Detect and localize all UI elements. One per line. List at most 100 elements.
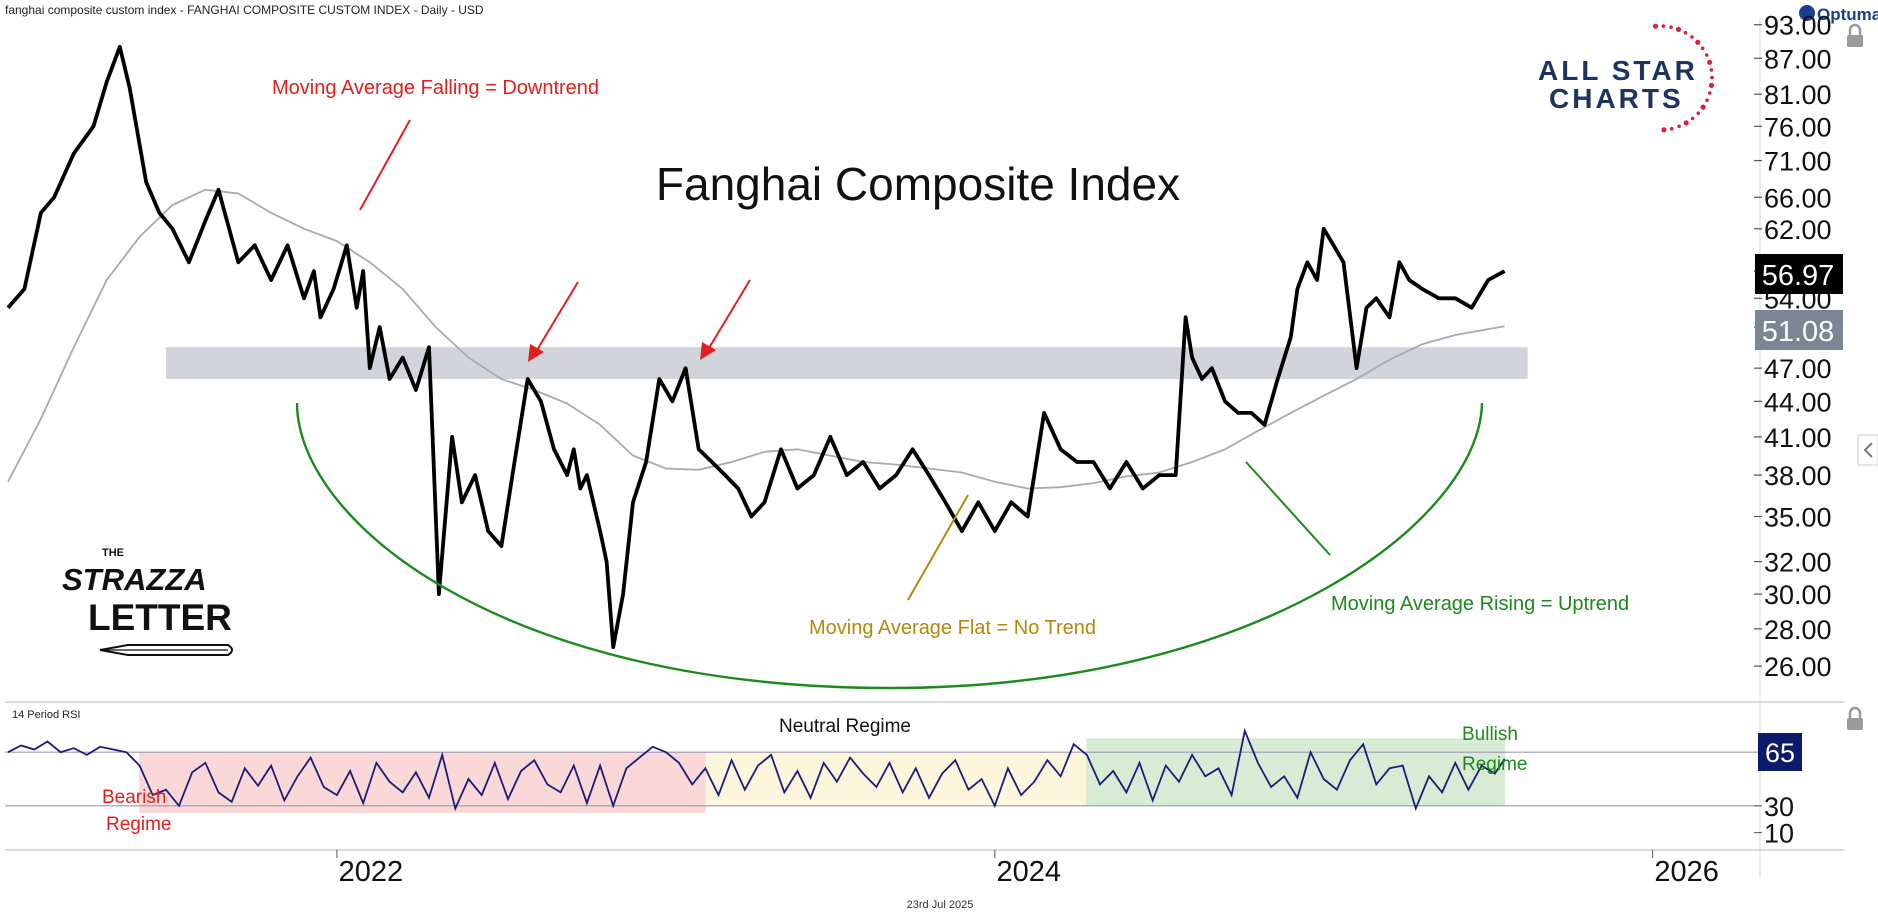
logo-star-dot bbox=[1700, 104, 1706, 110]
price-y-tick-label: 76.00 bbox=[1764, 112, 1832, 142]
strazza-logo-line2: STRAZZA bbox=[62, 562, 207, 597]
price-y-tick-label: 81.00 bbox=[1764, 80, 1832, 110]
rsi-y-tick-label: 30 bbox=[1764, 792, 1794, 822]
logo-star-dot bbox=[1675, 26, 1682, 32]
chevron-tab bbox=[1857, 434, 1878, 466]
last-price-value: 56.97 bbox=[1762, 260, 1835, 292]
price-lock-body bbox=[1847, 35, 1863, 47]
last-ma-badge-bg bbox=[1755, 310, 1843, 350]
logo-star-dot bbox=[1708, 91, 1712, 95]
chevron-left-icon bbox=[1863, 442, 1873, 458]
logo-star-dot bbox=[1695, 39, 1701, 45]
price-y-tick-label: 38.00 bbox=[1764, 461, 1832, 491]
logo-star-dot bbox=[1700, 46, 1705, 51]
main-price-panel: Fanghai Composite Index Moving Average F… bbox=[5, 11, 1845, 878]
bearish-regime-label-2: Regime bbox=[106, 814, 171, 835]
all-star-charts-logo-line2: CHARTS bbox=[1549, 83, 1684, 114]
last-price-badge: 56.97 bbox=[1755, 254, 1843, 294]
chart-footer-date: 23rd Jul 2025 bbox=[907, 899, 974, 911]
logo-star-dot bbox=[1709, 68, 1714, 72]
collapse-panel-chevron-icon[interactable] bbox=[1857, 434, 1878, 466]
resistance-arrow-1-shaft bbox=[536, 281, 579, 351]
price-y-tick-label: 47.00 bbox=[1764, 354, 1832, 384]
fountain-pen-icon bbox=[99, 644, 233, 656]
logo-star-dot bbox=[1690, 116, 1695, 121]
x-tick-label: 2024 bbox=[997, 856, 1062, 888]
price-y-tick-label: 41.00 bbox=[1764, 423, 1832, 453]
star-arc-icon bbox=[1652, 23, 1715, 133]
rsi-lock-shackle bbox=[1848, 706, 1862, 718]
logo-star-dot bbox=[1683, 30, 1688, 35]
annotation-flat-pointer bbox=[907, 494, 969, 601]
last-price-badge-bg bbox=[1755, 254, 1843, 294]
optuma-brand: Optuma bbox=[1799, 5, 1878, 24]
price-y-tick-label: 66.00 bbox=[1764, 183, 1832, 213]
annotation-falling: Moving Average Falling = Downtrend bbox=[272, 77, 599, 99]
fountain-pen-body bbox=[99, 644, 233, 656]
strazza-letter-logo: THE STRAZZA LETTER bbox=[62, 547, 233, 656]
price-y-tick-label: 26.00 bbox=[1764, 652, 1832, 682]
price-lock-shackle bbox=[1848, 23, 1862, 35]
price-y-tick-label: 44.00 bbox=[1764, 387, 1832, 417]
neutral-regime-label: Neutral Regime bbox=[779, 716, 911, 737]
x-axis: 2022 2024 2026 bbox=[336, 850, 1719, 888]
logo-star-dot bbox=[1669, 25, 1673, 30]
resistance-arrow-2-shaft bbox=[708, 279, 751, 349]
logo-star-dot bbox=[1696, 111, 1701, 115]
chart-title: Fanghai Composite Index bbox=[656, 158, 1180, 210]
price-series-line bbox=[6, 44, 1506, 649]
x-tick-label: 2022 bbox=[339, 856, 404, 888]
logo-star-dot bbox=[1669, 126, 1674, 131]
rsi-panel-lock-icon[interactable] bbox=[1847, 706, 1863, 730]
annotation-rising: Moving Average Rising = Uptrend bbox=[1331, 593, 1629, 615]
rsi-last-value: 65 bbox=[1765, 738, 1795, 768]
logo-star-dot bbox=[1652, 23, 1659, 29]
price-y-tick-label: 93.00 bbox=[1764, 11, 1832, 41]
chart-header-title: fanghai composite custom index - FANGHAI… bbox=[5, 3, 484, 17]
strazza-logo-line1: THE bbox=[102, 547, 124, 559]
logo-star-dot bbox=[1707, 59, 1713, 65]
rsi-last-badge-bg bbox=[1758, 733, 1802, 771]
rounding-bottom-curve bbox=[295, 402, 1484, 690]
rsi-lock-body bbox=[1847, 718, 1863, 730]
bearish-regime-label-1: Bearish bbox=[102, 787, 166, 808]
annotation-rising-pointer bbox=[1245, 461, 1331, 556]
price-y-tick-label: 62.00 bbox=[1764, 215, 1832, 245]
annotation-flat: Moving Average Flat = No Trend bbox=[809, 617, 1096, 639]
optuma-brand-label: Optuma bbox=[1817, 5, 1878, 24]
bullish-regime-label-1: Bullish bbox=[1462, 724, 1518, 745]
logo-star-dot bbox=[1661, 24, 1666, 28]
strazza-logo-line3: LETTER bbox=[88, 597, 232, 638]
moving-average-line bbox=[7, 188, 1505, 490]
logo-star-dot bbox=[1710, 75, 1714, 80]
x-tick-label: 2026 bbox=[1654, 856, 1719, 888]
rsi-zones bbox=[139, 738, 1506, 814]
resistance-arrow-2 bbox=[700, 279, 751, 360]
all-star-charts-logo: ALL STAR CHARTS bbox=[1538, 23, 1715, 133]
bullish-regime-label-2: Regime bbox=[1462, 754, 1527, 775]
last-ma-value: 51.08 bbox=[1762, 316, 1835, 348]
logo-star-dot bbox=[1690, 35, 1694, 39]
resistance-arrow-1 bbox=[528, 281, 579, 362]
price-panel-lock-icon[interactable] bbox=[1847, 23, 1863, 47]
rsi-series-line bbox=[7, 727, 1506, 812]
logo-star-dot bbox=[1677, 124, 1681, 129]
rsi-panel: 14 Period RSI Neutral Regime Bearish Reg… bbox=[5, 709, 1802, 849]
rsi-regime-zone bbox=[139, 751, 706, 814]
annotation-falling-pointer bbox=[359, 119, 411, 211]
logo-star-dot bbox=[1705, 98, 1709, 103]
logo-star-dot bbox=[1704, 53, 1709, 57]
price-y-tick-label: 71.00 bbox=[1764, 147, 1832, 177]
price-y-tick-label: 32.00 bbox=[1764, 548, 1832, 578]
all-star-charts-logo-line1: ALL STAR bbox=[1538, 55, 1698, 86]
price-y-tick-label: 35.00 bbox=[1764, 503, 1832, 533]
last-ma-badge: 51.08 bbox=[1755, 310, 1843, 350]
price-y-tick-label: 87.00 bbox=[1764, 44, 1832, 74]
logo-star-dot bbox=[1683, 120, 1689, 126]
price-y-tick-label: 30.00 bbox=[1764, 580, 1832, 610]
logo-star-dot bbox=[1708, 82, 1715, 88]
rsi-last-badge: 65 bbox=[1758, 733, 1802, 771]
logo-star-dot bbox=[1661, 127, 1667, 133]
